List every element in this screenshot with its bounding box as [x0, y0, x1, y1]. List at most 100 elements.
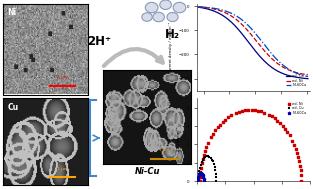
ed. Ni	[269, 115, 274, 118]
Circle shape	[145, 2, 158, 13]
Ni-60Cu	[201, 180, 206, 183]
ed. Cu	[197, 166, 202, 169]
ed. Ni	[197, 5, 200, 8]
ed. Ni	[239, 109, 244, 112]
ed. Ni	[264, 51, 267, 53]
ed. Ni	[272, 117, 277, 120]
Ni-60Cu	[196, 173, 201, 176]
ed. Cu	[213, 168, 218, 171]
Ni-60Cu	[306, 75, 310, 78]
ed. Ni	[203, 149, 208, 152]
ed. Ni	[299, 173, 304, 176]
ed. Cu	[201, 157, 206, 160]
ed. Ni	[213, 129, 218, 132]
Line: ed. Cu: ed. Cu	[198, 7, 308, 79]
ed. Ni	[296, 72, 300, 74]
Y-axis label: -Z'' / Ω cm⁻²: -Z'' / Ω cm⁻²	[177, 127, 182, 153]
ed. Ni	[198, 175, 203, 178]
ed. Cu	[197, 169, 202, 172]
ed. Ni	[297, 160, 302, 163]
ed. Cu	[205, 155, 210, 158]
Line: ed. Ni: ed. Ni	[198, 7, 308, 75]
ed. Ni	[262, 111, 267, 114]
ed. Ni	[280, 124, 285, 127]
Ni-60Cu	[195, 180, 200, 183]
Ni-60Cu	[296, 73, 300, 75]
ed. Cu	[200, 158, 205, 161]
ed. Ni	[252, 109, 257, 112]
ed. Ni	[266, 113, 271, 116]
ed. Ni	[293, 147, 298, 150]
ed. Cu	[209, 158, 214, 161]
ed. Cu	[196, 173, 201, 176]
Legend: ed. Ni, ed. Cu, Ni-60Cu: ed. Ni, ed. Cu, Ni-60Cu	[286, 100, 308, 116]
ed. Ni	[236, 110, 241, 113]
ed. Ni	[228, 114, 233, 117]
ed. Ni	[296, 156, 301, 159]
Ni-60Cu	[200, 173, 205, 176]
ed. Cu	[214, 180, 219, 183]
ed. Ni	[298, 169, 303, 172]
ed. Ni	[298, 164, 303, 167]
ed. Ni	[292, 143, 297, 146]
ed. Ni	[287, 134, 292, 137]
ed. Ni	[243, 109, 248, 112]
ed. Cu	[213, 172, 218, 175]
ed. Ni	[306, 74, 310, 76]
ed. Ni	[204, 145, 209, 148]
ed. Cu	[197, 6, 200, 8]
ed. Ni	[199, 162, 204, 165]
ed. Ni	[198, 166, 203, 169]
Text: Cu: Cu	[8, 103, 18, 112]
Ni-60Cu	[195, 177, 200, 180]
ed. Ni	[295, 151, 300, 154]
Ni-60Cu	[197, 6, 201, 8]
ed. Cu	[262, 59, 265, 61]
ed. Cu	[199, 160, 204, 163]
ed. Ni	[261, 48, 265, 51]
ed. Cu	[210, 160, 215, 163]
Ni-60Cu	[199, 172, 204, 175]
X-axis label: Potential V vs. SCE: Potential V vs. SCE	[233, 108, 274, 112]
ed. Ni	[275, 119, 280, 122]
Text: 2H⁺: 2H⁺	[88, 35, 112, 48]
Y-axis label: Current density / mA cm⁻²: Current density / mA cm⁻²	[169, 22, 173, 73]
ed. Ni	[208, 136, 213, 139]
Text: 1 μm: 1 μm	[57, 75, 68, 79]
Text: 1 μm: 1 μm	[159, 148, 170, 152]
ed. Cu	[196, 177, 201, 180]
ed. Ni	[255, 109, 260, 112]
Circle shape	[160, 0, 172, 9]
ed. Cu	[306, 77, 310, 80]
ed. Cu	[264, 61, 267, 63]
ed. Cu	[203, 156, 208, 159]
ed. Cu	[196, 180, 201, 183]
Text: 1 μm: 1 μm	[57, 167, 68, 170]
Ni-60Cu	[289, 69, 293, 72]
Ni-60Cu	[261, 42, 265, 44]
Circle shape	[153, 12, 164, 22]
ed. Ni	[262, 49, 265, 51]
ed. Cu	[214, 176, 219, 179]
Line: Ni-60Cu: Ni-60Cu	[198, 7, 308, 77]
ed. Ni	[220, 120, 225, 123]
ed. Cu	[207, 155, 212, 158]
Circle shape	[173, 2, 186, 13]
ed. Ni	[198, 171, 203, 174]
ed. Cu	[212, 166, 217, 169]
ed. Ni	[198, 180, 203, 183]
ed. Cu	[289, 75, 293, 77]
ed. Ni	[289, 70, 293, 72]
Text: Ni: Ni	[8, 8, 17, 17]
ed. Ni	[259, 110, 264, 113]
ed. Ni	[206, 141, 211, 144]
Ni-60Cu	[201, 175, 206, 178]
Text: Ni-Cu: Ni-Cu	[134, 167, 160, 176]
ed. Ni	[226, 116, 231, 119]
ed. Ni	[200, 158, 205, 161]
Legend: ed. Cu, ed. Ni, Ni-60Cu: ed. Cu, ed. Ni, Ni-60Cu	[284, 73, 308, 89]
ed. Ni	[223, 118, 228, 121]
Ni-60Cu	[197, 6, 200, 8]
ed. Ni	[249, 108, 254, 112]
ed. Cu	[208, 156, 213, 160]
